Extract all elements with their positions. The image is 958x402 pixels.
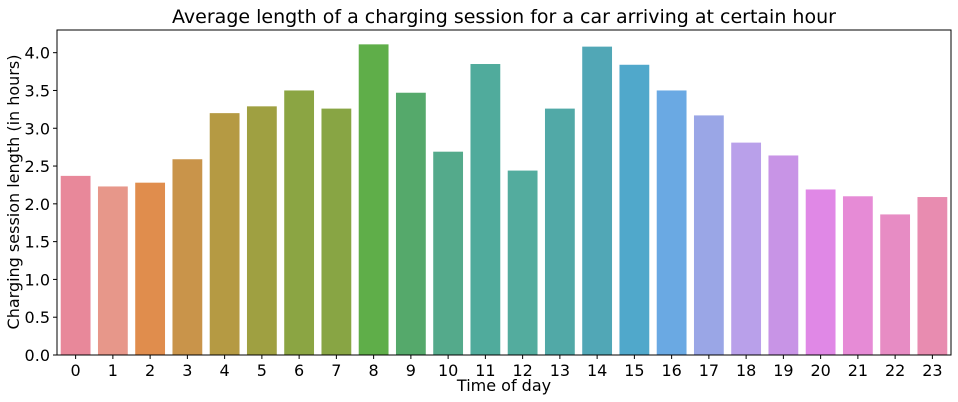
y-tick-label: 2.0	[25, 195, 50, 214]
bar-hour-8	[358, 44, 389, 355]
x-tick-label: 23	[922, 361, 942, 380]
bar-hour-5	[246, 106, 277, 355]
x-tick-label: 9	[406, 361, 416, 380]
x-tick-label: 14	[587, 361, 607, 380]
bar-hour-22	[880, 214, 911, 355]
x-tick-label: 10	[438, 361, 458, 380]
y-tick-label: 1.5	[25, 233, 50, 252]
bar-hour-16	[656, 90, 687, 355]
x-tick-label: 1	[108, 361, 118, 380]
x-tick-label: 3	[182, 361, 192, 380]
y-tick-label: 0.5	[25, 308, 50, 327]
y-tick-label: 3.0	[25, 119, 50, 138]
x-tick-label: 15	[624, 361, 644, 380]
x-tick-label: 11	[475, 361, 495, 380]
x-tick-label: 16	[661, 361, 681, 380]
bar-hour-21	[842, 196, 873, 355]
bar-hour-10	[433, 151, 464, 355]
bar-hour-1	[97, 186, 128, 355]
bar-hour-20	[805, 189, 836, 355]
plot-frame	[56, 29, 952, 356]
bar-hour-15	[619, 64, 650, 355]
x-tick-label: 19	[773, 361, 793, 380]
x-tick-label: 8	[369, 361, 379, 380]
x-tick-label: 13	[550, 361, 570, 380]
y-axis-label: Charging session length (in hours)	[4, 55, 23, 330]
x-tick-label: 2	[145, 361, 155, 380]
x-axis-label: Time of day	[456, 376, 551, 395]
bar-hour-6	[284, 90, 315, 355]
bar-hour-12	[507, 170, 538, 355]
bar-hour-0	[60, 175, 91, 355]
chart-title: Average length of a charging session for…	[172, 6, 836, 28]
bar-hour-23	[917, 197, 948, 355]
y-tick-label: 0.0	[25, 346, 50, 365]
y-tick-label: 2.5	[25, 157, 50, 176]
bar-hour-7	[321, 108, 352, 356]
bars-group	[60, 44, 948, 356]
x-tick-label: 20	[810, 361, 830, 380]
x-tick-label: 17	[699, 361, 719, 380]
x-tick-label: 22	[885, 361, 905, 380]
bar-hour-3	[172, 159, 203, 355]
x-tick-label: 6	[294, 361, 304, 380]
x-tick-label: 18	[736, 361, 756, 380]
bar-hour-4	[209, 113, 240, 356]
y-tick-label: 4.0	[25, 44, 50, 63]
y-axis: 0.0 0.5 1.0 1.5 2.0 2.5 3.0 3.5 4.0	[25, 44, 57, 365]
x-tick-label: 12	[512, 361, 532, 380]
x-tick-label: 0	[71, 361, 81, 380]
bar-hour-18	[731, 142, 762, 355]
x-tick-label: 4	[220, 361, 230, 380]
bar-hour-9	[395, 92, 426, 356]
bar-hour-2	[135, 182, 166, 355]
x-axis: 0 1 2 3 4 5 6 7 8 9 10 11 12 13 14 15 16 17 18 19 20 21 22 23	[71, 355, 943, 380]
bar-hour-14	[582, 46, 613, 356]
x-tick-label: 21	[848, 361, 868, 380]
bar-hour-17	[693, 115, 724, 355]
bar-hour-19	[768, 155, 799, 355]
y-tick-label: 1.0	[25, 270, 50, 289]
bar-hour-11	[470, 64, 501, 355]
x-tick-label: 7	[331, 361, 341, 380]
bar-hour-13	[544, 108, 575, 356]
x-tick-label: 5	[257, 361, 267, 380]
y-tick-label: 3.5	[25, 81, 50, 100]
